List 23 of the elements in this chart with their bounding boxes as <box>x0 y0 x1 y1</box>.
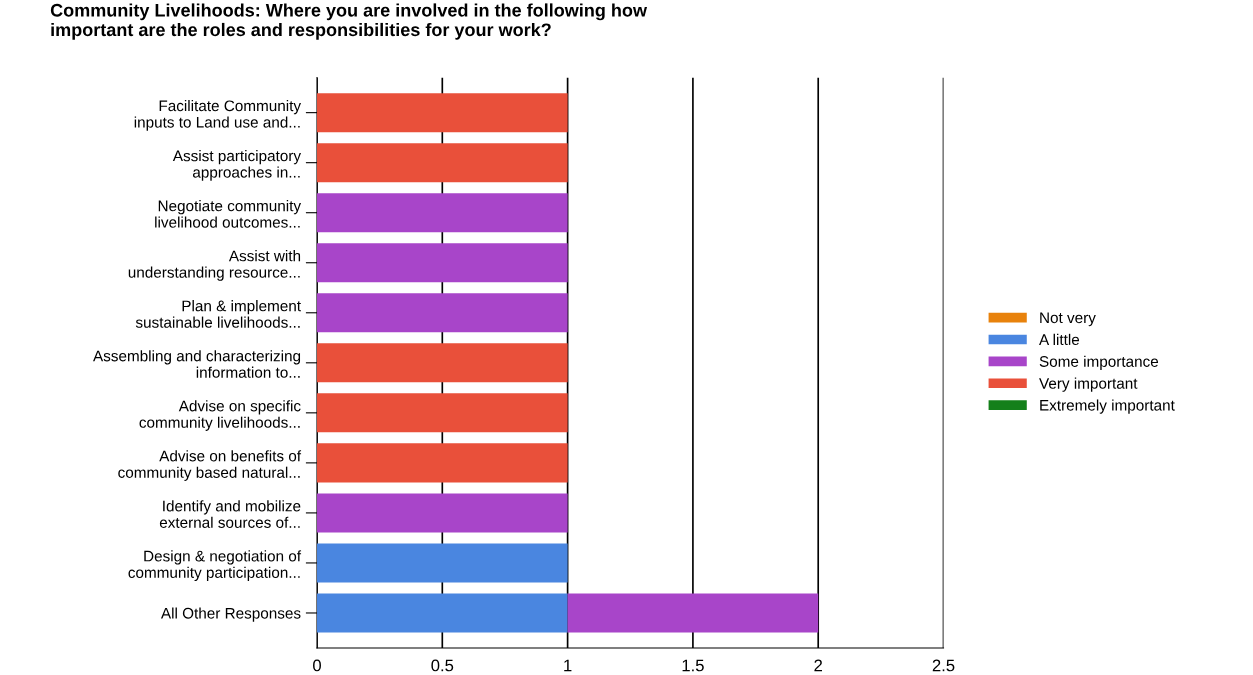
y-tick-label: Negotiate community livelihood outcomes... <box>155 200 302 228</box>
x-tick-label: 0.5 <box>431 659 454 672</box>
x-tick-label: 1 <box>564 659 572 672</box>
legend-label: A little <box>1039 333 1080 346</box>
y-tick-label: Assist with understanding resource... <box>128 250 301 281</box>
legend-label: Not very <box>1040 312 1096 327</box>
x-tick-label: 0 <box>313 659 321 672</box>
y-tick-label: Identify and mobilize external sources of... <box>159 500 301 528</box>
legend-label: Extremely important <box>1040 399 1175 414</box>
x-tick-label: 2.5 <box>932 659 955 672</box>
y-tick-label: Advise on benefits of community based natural... <box>118 450 302 481</box>
y-tick-label: Design & negotiation of community participation... <box>128 550 302 581</box>
x-tick-label: 1.5 <box>682 659 704 672</box>
legend-label: Some importance <box>1039 355 1159 370</box>
y-tick-label: Facilitate Community inputs to Land use and... <box>134 99 302 131</box>
y-tick-label: Advise on specific community livelihoods... <box>139 400 301 431</box>
y-tick-label: Assembling and characterizing information to... <box>93 350 301 378</box>
chart-title: Community Livelihoods: Where you are involved in the following how important are the roles and responsibilities for your work? <box>50 3 648 40</box>
x-tick-label: 2 <box>814 659 823 672</box>
legend-label: Very important <box>1039 377 1138 392</box>
y-tick-label: All Other Responses <box>160 607 301 622</box>
y-tick-label: Assist participatory approaches in... <box>172 150 302 181</box>
y-tick-label: Plan & implement sustainable livelihoods... <box>135 300 301 328</box>
